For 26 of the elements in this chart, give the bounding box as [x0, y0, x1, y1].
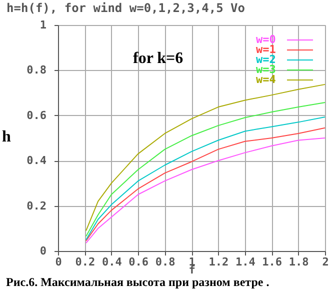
line-series: [86, 84, 326, 232]
x-tick-label: 1.8: [288, 256, 309, 268]
x-tick-label: 0.4: [102, 256, 122, 268]
x-tick-label: 0.2: [75, 256, 96, 268]
legend-label: w=4: [256, 73, 276, 86]
legend-label: w=1: [256, 43, 276, 56]
y-tick-label: 0.4: [26, 154, 47, 168]
chart-title: h=h(f), for wind w=0,1,2,3,4,5 Vo: [6, 1, 245, 15]
x-tick-label: 0: [55, 256, 62, 268]
legend-label: w=2: [256, 53, 276, 66]
y-tick-label: 0.2: [26, 199, 46, 212]
x-tick-label: 0.6: [128, 256, 149, 268]
y-tick-label: 0.8: [26, 64, 46, 77]
annotation: for k=6: [133, 50, 184, 67]
y-tick-label: 0.6: [26, 108, 47, 122]
legend-label: w=0: [256, 33, 276, 46]
x-tick-label: 0.8: [155, 256, 176, 268]
text: Рис.6. Максимальная высота при разном ветре .: [6, 275, 270, 289]
x-tick-label: 1.2: [208, 256, 229, 268]
y-tick-label: 1: [40, 18, 47, 32]
y-axis-title: h: [2, 128, 12, 146]
y-tick-label: 0: [40, 244, 46, 258]
legend-label: w=3: [256, 63, 276, 76]
x-tick-label: 1.4: [235, 256, 256, 268]
x-tick-label: 2: [322, 256, 329, 268]
x-tick-label: 1.6: [262, 256, 282, 268]
